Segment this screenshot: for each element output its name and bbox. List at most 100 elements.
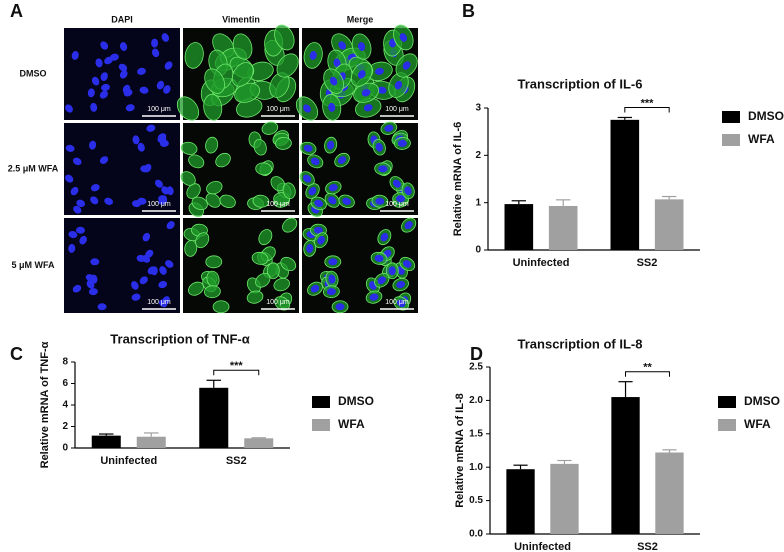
y-tick-label: 4 bbox=[62, 400, 68, 411]
nucleus bbox=[303, 144, 313, 152]
legend-swatch bbox=[722, 111, 740, 123]
panel-label: D bbox=[470, 344, 483, 364]
row-label: 2.5 μM WFA bbox=[8, 163, 59, 173]
nucleus bbox=[158, 195, 168, 203]
nucleus bbox=[384, 124, 394, 132]
cell-body bbox=[195, 232, 210, 249]
nucleus bbox=[342, 197, 352, 205]
cell-body bbox=[258, 229, 273, 246]
legend-label: WFA bbox=[748, 132, 775, 146]
cell-body bbox=[205, 192, 221, 208]
nucleus bbox=[136, 254, 146, 262]
nucleus bbox=[328, 274, 336, 284]
nucleus bbox=[328, 196, 337, 205]
nucleus bbox=[166, 221, 175, 230]
y-axis-label: Relative mRNA of TNF-α bbox=[39, 341, 51, 468]
micrograph: 100 μm bbox=[64, 123, 180, 215]
nucleus bbox=[361, 89, 371, 97]
nucleus bbox=[165, 260, 174, 268]
y-axis-label: Relative mRNA of IL-8 bbox=[454, 393, 466, 508]
panel-label: C bbox=[10, 344, 23, 364]
bar bbox=[654, 199, 684, 250]
nucleus bbox=[396, 280, 406, 289]
nucleus bbox=[404, 221, 413, 230]
nucleus bbox=[137, 142, 145, 152]
cell-body bbox=[280, 256, 297, 272]
nucleus bbox=[403, 260, 412, 268]
legend-label: DMSO bbox=[748, 109, 784, 123]
image-background bbox=[64, 218, 180, 313]
nucleus bbox=[123, 89, 133, 97]
nucleus bbox=[328, 184, 338, 192]
cell-body bbox=[282, 217, 298, 233]
nucleus bbox=[363, 104, 373, 112]
nucleus bbox=[328, 102, 336, 112]
scale-bar-label: 100 μm bbox=[147, 299, 171, 306]
nucleus bbox=[159, 139, 169, 147]
cell-body bbox=[261, 121, 279, 135]
legend-swatch bbox=[718, 419, 736, 431]
bar bbox=[244, 438, 274, 448]
nucleus bbox=[88, 288, 98, 296]
nucleus bbox=[91, 76, 100, 86]
scale-bar-label: 100 μm bbox=[147, 106, 171, 113]
nucleus bbox=[333, 58, 341, 68]
legend-label: DMSO bbox=[744, 394, 780, 408]
nucleus bbox=[89, 140, 97, 150]
nucleus bbox=[95, 58, 103, 68]
micrograph: 100 μm bbox=[180, 121, 299, 217]
cell-body bbox=[255, 272, 271, 288]
cell-body bbox=[273, 277, 290, 292]
nucleus bbox=[151, 38, 159, 48]
nucleus bbox=[392, 179, 401, 188]
nucleus bbox=[163, 85, 171, 94]
y-tick-label: 0 bbox=[62, 443, 68, 454]
cell-body bbox=[204, 68, 225, 94]
x-tick-label: Uninfected bbox=[514, 541, 571, 552]
y-tick-label: 6 bbox=[62, 378, 68, 389]
nucleus bbox=[399, 33, 408, 42]
nucleus bbox=[140, 165, 150, 173]
nucleus bbox=[161, 33, 170, 42]
scale-bar-label: 100 μm bbox=[266, 299, 290, 306]
nucleus bbox=[156, 80, 165, 90]
nucleus bbox=[71, 50, 79, 60]
cell-body bbox=[212, 300, 230, 314]
y-tick-label: 1.5 bbox=[469, 428, 483, 439]
nucleus bbox=[310, 284, 320, 293]
cell-body bbox=[276, 53, 299, 78]
scale-bar-label: 100 μm bbox=[385, 201, 409, 208]
x-tick-label: SS2 bbox=[637, 541, 658, 552]
nucleus bbox=[326, 288, 336, 296]
y-tick-label: 2 bbox=[475, 150, 481, 161]
cell-body bbox=[231, 62, 254, 87]
nucleus bbox=[90, 274, 98, 284]
cell-body bbox=[253, 139, 267, 156]
nucleus bbox=[375, 67, 384, 75]
micrograph: 100 μm bbox=[176, 24, 299, 121]
nucleus bbox=[164, 61, 173, 70]
cell-body bbox=[275, 137, 292, 150]
significance-bracket bbox=[625, 371, 670, 377]
nucleus bbox=[65, 104, 73, 113]
legend-swatch bbox=[312, 419, 330, 431]
cell-body bbox=[176, 96, 200, 121]
nucleus bbox=[375, 142, 383, 152]
nucleus bbox=[329, 76, 338, 86]
nucleus bbox=[402, 61, 411, 70]
cell-body bbox=[188, 154, 205, 169]
nucleus bbox=[87, 88, 95, 98]
nucleus bbox=[337, 156, 347, 164]
nucleus bbox=[90, 102, 98, 112]
nucleus bbox=[72, 284, 82, 293]
nucleus bbox=[104, 197, 114, 205]
nucleus bbox=[397, 139, 407, 147]
y-tick-label: 2 bbox=[62, 421, 68, 432]
nucleus bbox=[388, 266, 396, 276]
bar bbox=[504, 204, 534, 250]
x-tick-label: Uninfected bbox=[513, 257, 570, 269]
nucleus bbox=[396, 299, 406, 308]
nucleus bbox=[142, 232, 151, 242]
nucleus bbox=[377, 86, 387, 94]
